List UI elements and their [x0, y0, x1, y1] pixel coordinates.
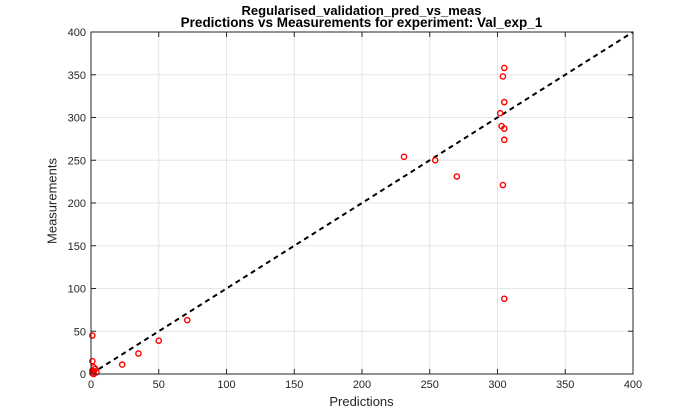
- y-tick-label: 0: [80, 369, 86, 381]
- y-axis-label: Measurements: [44, 158, 60, 244]
- data-point: [89, 357, 96, 365]
- y-tick-label: 400: [68, 27, 86, 39]
- data-point: [500, 64, 508, 72]
- axes: [90, 31, 634, 375]
- data-point: [400, 153, 408, 161]
- data-points: [89, 64, 508, 378]
- data-point: [155, 337, 163, 344]
- data-point: [500, 136, 508, 144]
- y-tick-label: 150: [68, 241, 86, 253]
- data-point: [500, 295, 508, 303]
- data-point: [496, 109, 504, 117]
- x-tick-label: 100: [217, 379, 235, 391]
- x-tick-label: 250: [421, 379, 439, 391]
- data-point: [453, 173, 461, 180]
- x-tick-label: 300: [488, 379, 506, 391]
- y-tick-label: 350: [68, 70, 86, 82]
- data-point: [500, 98, 508, 106]
- x-axis-label: Predictions: [329, 394, 394, 409]
- data-point: [500, 125, 508, 132]
- data-point: [118, 361, 126, 368]
- x-tick-label: 150: [285, 379, 303, 391]
- data-point: [431, 156, 439, 164]
- x-tick-label: 400: [624, 379, 642, 391]
- data-point: [183, 316, 191, 324]
- y-tick-label: 50: [74, 326, 86, 338]
- y-tick-label: 200: [68, 198, 86, 210]
- reference-line-group: [90, 31, 634, 375]
- x-tick-label: 0: [88, 379, 94, 391]
- tick-labels: 0 50 100 150 200 250 300 350 400 0 50 100 150 200 250 3…: [68, 27, 643, 391]
- data-point: [135, 350, 142, 357]
- chart-subtitle: Predictions vs Measurements for experime…: [180, 15, 543, 30]
- y-tick-label: 300: [68, 113, 86, 125]
- data-point: [89, 332, 96, 339]
- x-tick-label: 200: [353, 379, 371, 391]
- y-tick-label: 250: [68, 155, 86, 167]
- y-tick-label: 100: [68, 284, 86, 296]
- x-tick-label: 350: [556, 379, 574, 391]
- chart-title: Regularised_validation_pred_vs_meas: [241, 3, 482, 18]
- reference-line: [90, 31, 634, 375]
- data-point: [499, 181, 507, 189]
- data-point: [499, 73, 507, 80]
- x-tick-label: 50: [153, 379, 165, 391]
